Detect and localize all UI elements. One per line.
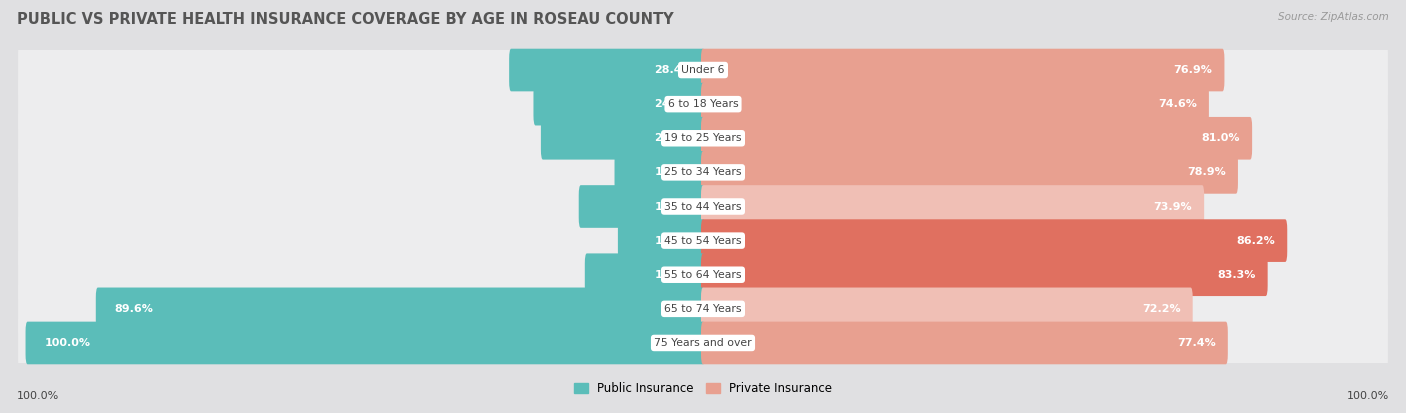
- FancyBboxPatch shape: [585, 254, 704, 296]
- FancyBboxPatch shape: [702, 219, 1288, 262]
- FancyBboxPatch shape: [18, 211, 1388, 271]
- FancyBboxPatch shape: [18, 279, 1388, 339]
- FancyBboxPatch shape: [614, 151, 704, 194]
- FancyBboxPatch shape: [18, 40, 1388, 100]
- Text: 77.4%: 77.4%: [1177, 338, 1216, 348]
- Text: 89.6%: 89.6%: [115, 304, 153, 314]
- FancyBboxPatch shape: [702, 287, 1192, 330]
- Text: 28.4%: 28.4%: [654, 65, 693, 75]
- FancyBboxPatch shape: [18, 74, 1388, 134]
- Text: 12.3%: 12.3%: [654, 236, 693, 246]
- FancyBboxPatch shape: [579, 185, 704, 228]
- FancyBboxPatch shape: [541, 117, 704, 159]
- Text: 78.9%: 78.9%: [1187, 167, 1226, 177]
- Text: 19 to 25 Years: 19 to 25 Years: [664, 133, 742, 143]
- FancyBboxPatch shape: [702, 185, 1204, 228]
- Text: 100.0%: 100.0%: [45, 338, 90, 348]
- Text: Source: ZipAtlas.com: Source: ZipAtlas.com: [1278, 12, 1389, 22]
- Text: 100.0%: 100.0%: [1347, 391, 1389, 401]
- Text: 73.9%: 73.9%: [1153, 202, 1192, 211]
- FancyBboxPatch shape: [96, 287, 704, 330]
- Text: 18.1%: 18.1%: [654, 202, 693, 211]
- Text: 76.9%: 76.9%: [1174, 65, 1212, 75]
- FancyBboxPatch shape: [18, 108, 1388, 168]
- FancyBboxPatch shape: [702, 322, 1227, 364]
- Text: 86.2%: 86.2%: [1236, 236, 1275, 246]
- Text: 83.3%: 83.3%: [1218, 270, 1256, 280]
- Text: Under 6: Under 6: [682, 65, 724, 75]
- Text: 23.7%: 23.7%: [654, 133, 693, 143]
- Text: 25 to 34 Years: 25 to 34 Years: [664, 167, 742, 177]
- FancyBboxPatch shape: [18, 245, 1388, 305]
- Text: 6 to 18 Years: 6 to 18 Years: [668, 99, 738, 109]
- Text: 100.0%: 100.0%: [17, 391, 59, 401]
- FancyBboxPatch shape: [18, 313, 1388, 373]
- FancyBboxPatch shape: [702, 117, 1253, 159]
- Text: 75 Years and over: 75 Years and over: [654, 338, 752, 348]
- Text: PUBLIC VS PRIVATE HEALTH INSURANCE COVERAGE BY AGE IN ROSEAU COUNTY: PUBLIC VS PRIVATE HEALTH INSURANCE COVER…: [17, 12, 673, 27]
- FancyBboxPatch shape: [702, 49, 1225, 91]
- FancyBboxPatch shape: [702, 83, 1209, 126]
- Text: 74.6%: 74.6%: [1159, 99, 1197, 109]
- FancyBboxPatch shape: [25, 322, 704, 364]
- FancyBboxPatch shape: [18, 142, 1388, 202]
- FancyBboxPatch shape: [18, 176, 1388, 237]
- Legend: Public Insurance, Private Insurance: Public Insurance, Private Insurance: [574, 382, 832, 395]
- Text: 35 to 44 Years: 35 to 44 Years: [664, 202, 742, 211]
- FancyBboxPatch shape: [617, 219, 704, 262]
- Text: 55 to 64 Years: 55 to 64 Years: [664, 270, 742, 280]
- FancyBboxPatch shape: [533, 83, 704, 126]
- FancyBboxPatch shape: [702, 151, 1237, 194]
- Text: 65 to 74 Years: 65 to 74 Years: [664, 304, 742, 314]
- FancyBboxPatch shape: [702, 254, 1268, 296]
- Text: 24.8%: 24.8%: [654, 99, 693, 109]
- Text: 12.8%: 12.8%: [654, 167, 693, 177]
- Text: 45 to 54 Years: 45 to 54 Years: [664, 236, 742, 246]
- Text: 72.2%: 72.2%: [1142, 304, 1181, 314]
- FancyBboxPatch shape: [509, 49, 704, 91]
- Text: 81.0%: 81.0%: [1202, 133, 1240, 143]
- Text: 17.2%: 17.2%: [654, 270, 693, 280]
